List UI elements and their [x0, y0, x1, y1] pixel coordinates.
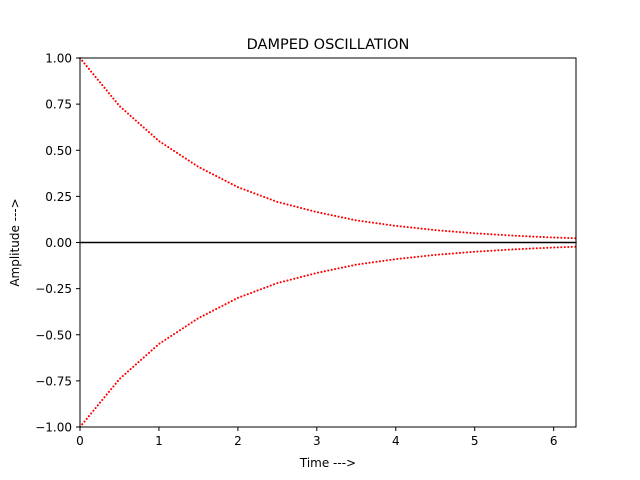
y-tick-label: −0.25: [35, 282, 72, 296]
y-tick-label: −1.00: [35, 421, 72, 435]
y-tick-label: 0.50: [45, 144, 72, 158]
y-axis: 1.00 0.75 0.50 0.25 0.00 −0.25 −0.50 −0.75 −1.00: [35, 52, 80, 435]
series-line-1: [79, 245, 577, 428]
y-tick-label: 0.00: [45, 236, 72, 250]
y-tick-label: −0.75: [35, 374, 72, 388]
plot-area: [79, 57, 577, 428]
x-axis-label: Time --->: [299, 456, 356, 470]
x-tick-label: 0: [76, 434, 84, 448]
x-tick-label: 1: [155, 434, 163, 448]
chart-title: DAMPED OSCILLATION: [247, 37, 410, 53]
x-tick-label: 6: [550, 434, 558, 448]
series-line-0: [79, 57, 577, 240]
x-tick-label: 2: [234, 434, 242, 448]
y-tick-label: −0.50: [35, 328, 72, 342]
x-axis: 0 1 2 3 4 5 6: [76, 427, 557, 448]
y-tick-label: 0.75: [45, 98, 72, 112]
x-tick-label: 3: [313, 434, 321, 448]
x-tick-label: 5: [471, 434, 479, 448]
y-tick-label: 0.25: [45, 190, 72, 204]
y-tick-label: 1.00: [45, 52, 72, 66]
x-tick-label: 4: [392, 434, 400, 448]
y-axis-label: Amplitude --->: [8, 198, 22, 286]
